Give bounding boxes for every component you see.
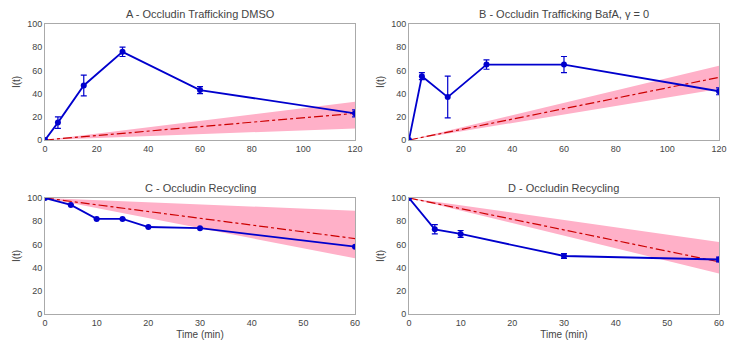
svg-text:30: 30 (195, 318, 205, 328)
svg-text:40: 40 (507, 144, 517, 154)
svg-text:I(t): I(t) (11, 250, 22, 262)
svg-text:100: 100 (391, 19, 406, 29)
svg-text:120: 120 (711, 144, 726, 154)
svg-text:40: 40 (32, 263, 42, 273)
svg-text:0: 0 (42, 144, 47, 154)
svg-text:60: 60 (32, 66, 42, 76)
svg-text:Time (min): Time (min) (540, 329, 587, 340)
svg-text:I(t): I(t) (375, 250, 386, 262)
svg-text:0: 0 (37, 135, 42, 145)
svg-text:60: 60 (714, 318, 724, 328)
svg-text:100: 100 (296, 144, 311, 154)
svg-text:80: 80 (32, 216, 42, 226)
svg-text:I(t): I(t) (375, 76, 386, 88)
svg-text:40: 40 (611, 318, 621, 328)
svg-text:40: 40 (143, 144, 153, 154)
svg-text:40: 40 (396, 263, 406, 273)
svg-text:100: 100 (660, 144, 675, 154)
svg-text:60: 60 (396, 240, 406, 250)
svg-text:A - Occludin Trafficking DMSO: A - Occludin Trafficking DMSO (126, 8, 275, 20)
svg-text:50: 50 (662, 318, 672, 328)
svg-text:20: 20 (456, 144, 466, 154)
svg-text:120: 120 (348, 144, 363, 154)
svg-text:B - Occludin Trafficking BafA,: B - Occludin Trafficking BafA, γ = 0 (479, 8, 649, 20)
svg-text:0: 0 (37, 309, 42, 319)
svg-text:80: 80 (611, 144, 621, 154)
svg-text:40: 40 (396, 89, 406, 99)
svg-text:0: 0 (406, 318, 411, 328)
svg-text:I(t): I(t) (11, 76, 22, 88)
svg-text:100: 100 (391, 193, 406, 203)
svg-text:0: 0 (401, 135, 406, 145)
svg-text:40: 40 (247, 318, 257, 328)
svg-text:80: 80 (396, 42, 406, 52)
svg-text:100: 100 (27, 19, 42, 29)
svg-text:20: 20 (396, 286, 406, 296)
svg-text:100: 100 (27, 193, 42, 203)
svg-text:60: 60 (559, 144, 569, 154)
svg-text:0: 0 (401, 309, 406, 319)
svg-text:20: 20 (32, 112, 42, 122)
svg-text:60: 60 (350, 318, 360, 328)
svg-text:10: 10 (456, 318, 466, 328)
svg-text:20: 20 (92, 144, 102, 154)
svg-text:40: 40 (32, 89, 42, 99)
svg-text:Time (min): Time (min) (176, 329, 223, 340)
svg-text:60: 60 (32, 240, 42, 250)
svg-text:20: 20 (32, 286, 42, 296)
svg-text:80: 80 (32, 42, 42, 52)
svg-text:20: 20 (143, 318, 153, 328)
svg-text:20: 20 (396, 112, 406, 122)
svg-text:80: 80 (247, 144, 257, 154)
svg-text:10: 10 (92, 318, 102, 328)
svg-text:30: 30 (559, 318, 569, 328)
svg-text:60: 60 (195, 144, 205, 154)
svg-text:50: 50 (298, 318, 308, 328)
svg-text:60: 60 (396, 66, 406, 76)
svg-text:C - Occludin Recycling: C - Occludin Recycling (145, 182, 256, 194)
svg-text:0: 0 (406, 144, 411, 154)
svg-text:D - Occludin Recycling: D - Occludin Recycling (508, 182, 619, 194)
svg-text:20: 20 (507, 318, 517, 328)
svg-text:80: 80 (396, 216, 406, 226)
svg-text:0: 0 (42, 318, 47, 328)
